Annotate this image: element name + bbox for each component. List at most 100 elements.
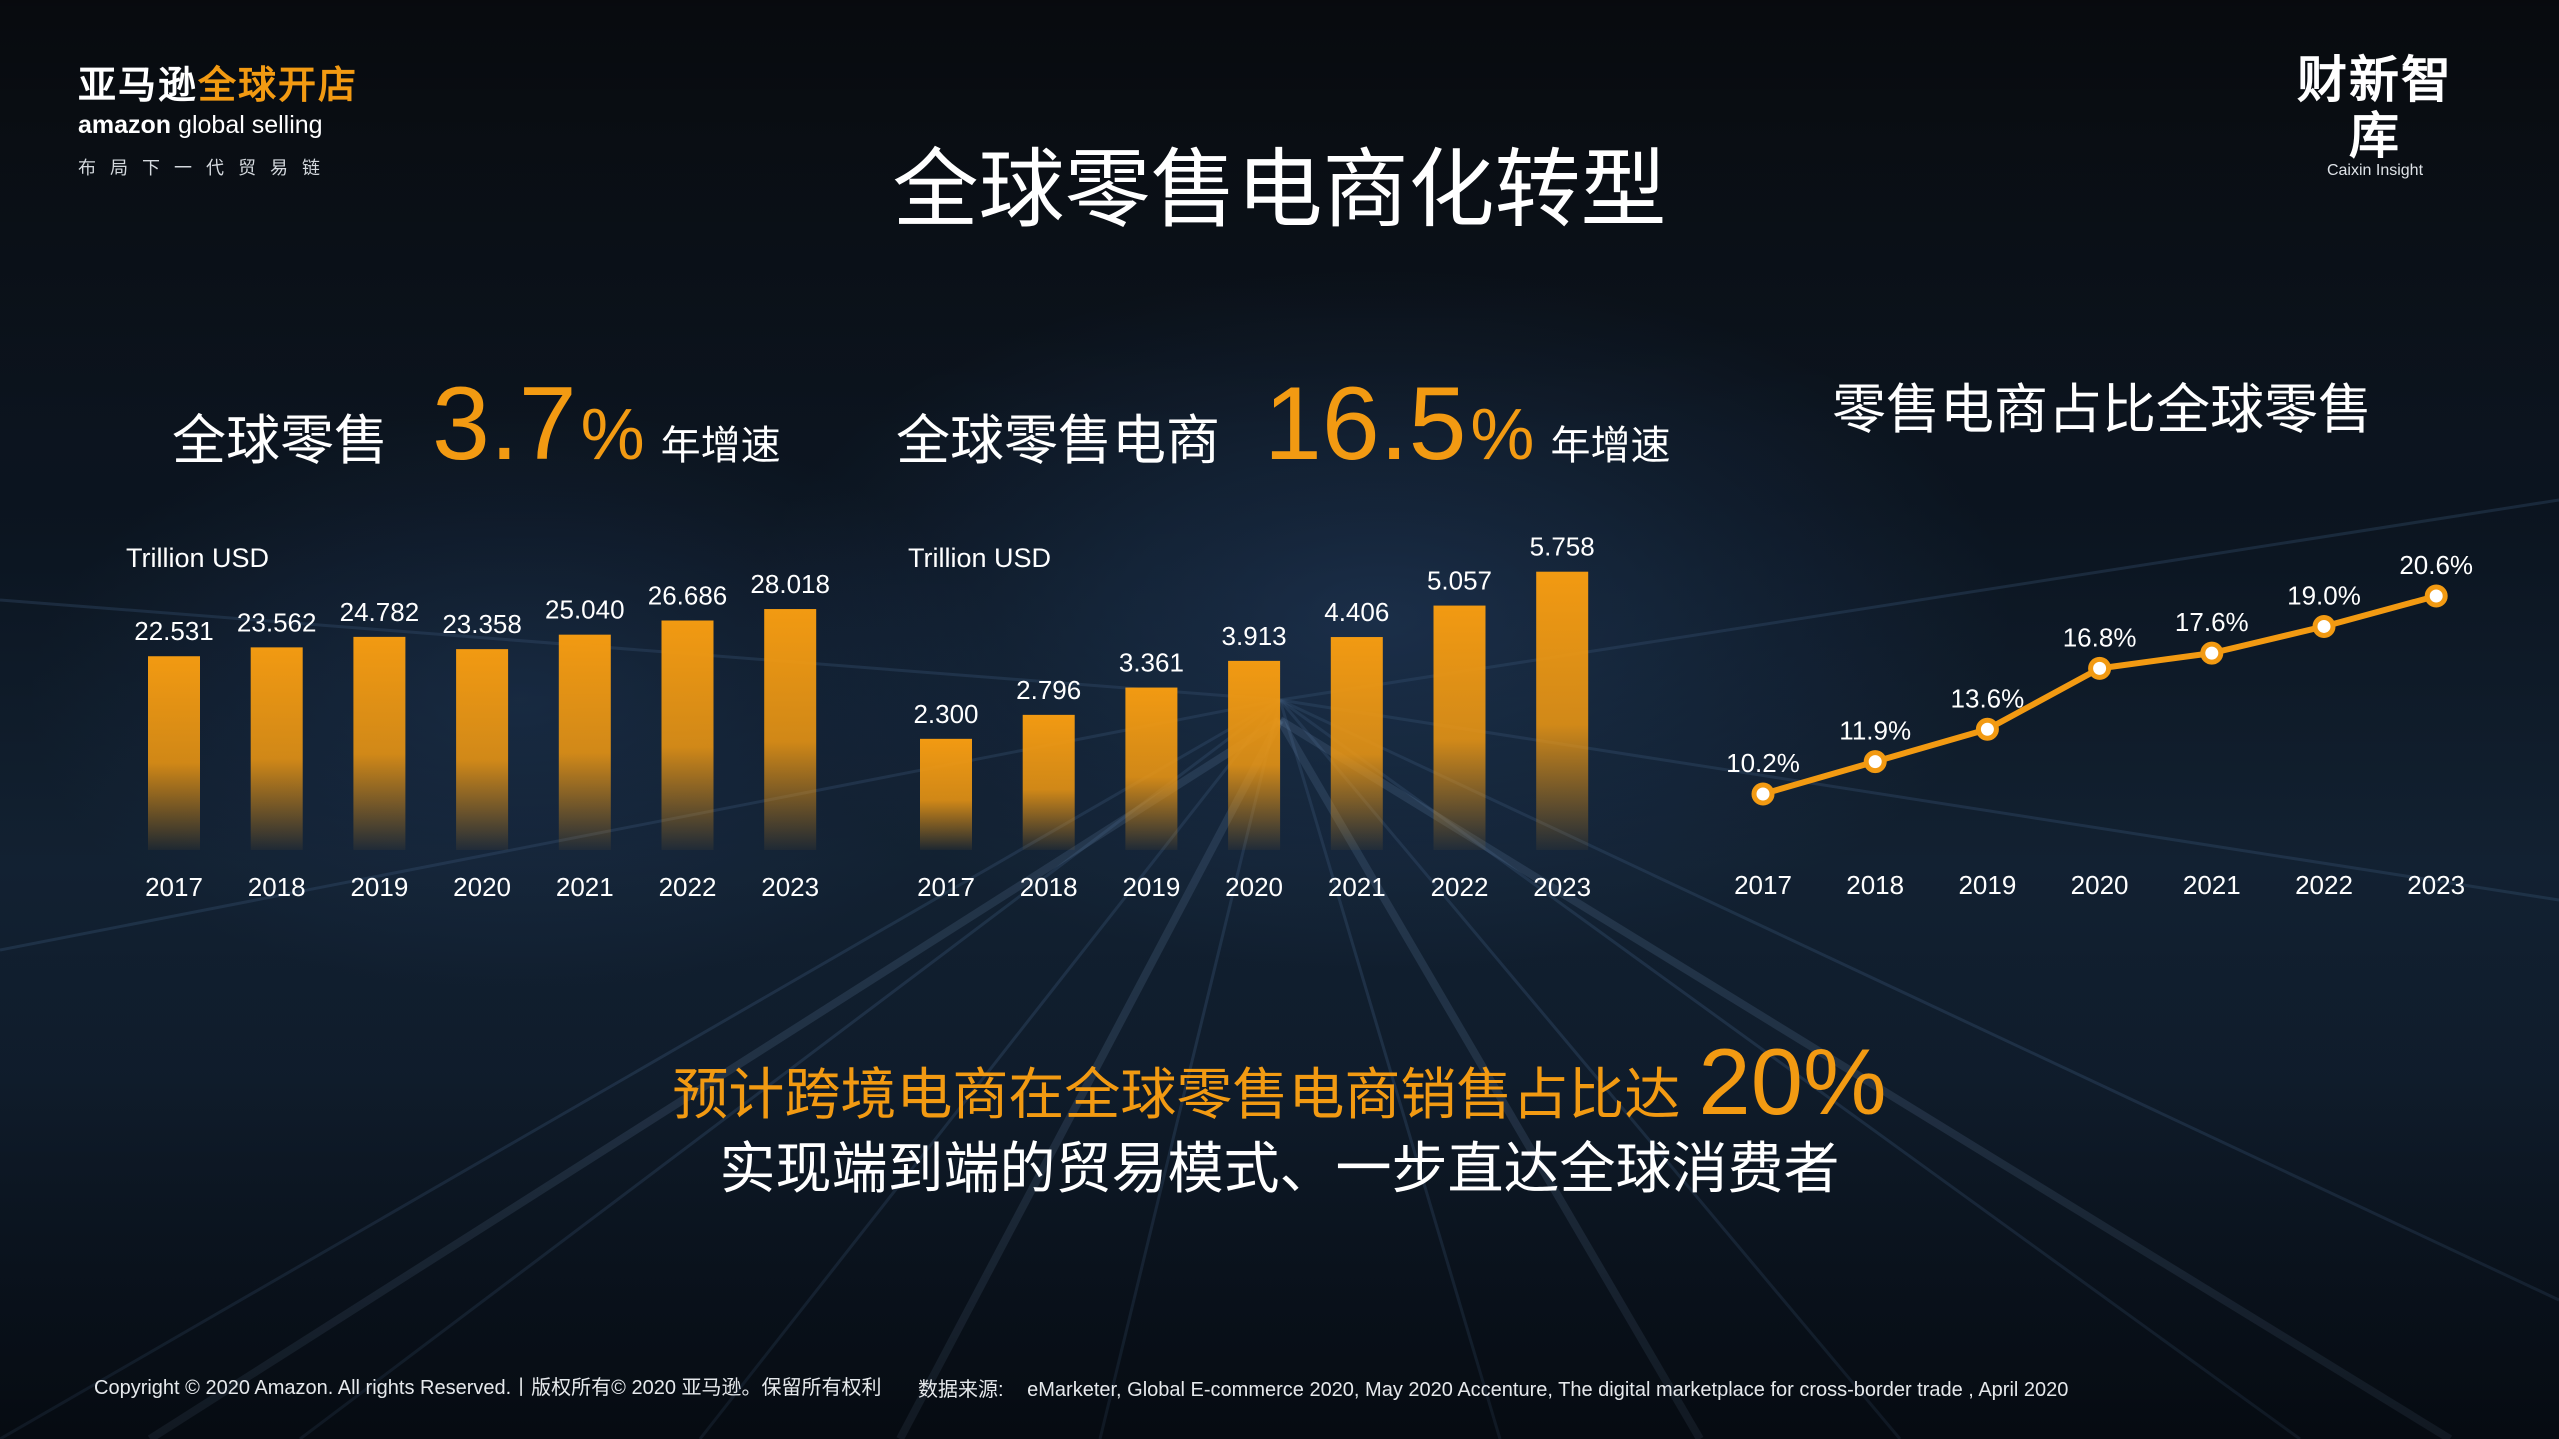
caixin-insight-logo: 财新智库 Caixin Insight bbox=[2275, 52, 2475, 180]
retail-bar bbox=[353, 636, 406, 850]
ecommerce-value-label: 3.361 bbox=[1119, 648, 1184, 678]
ecommerce-year-tick: 2019 bbox=[1122, 872, 1180, 902]
share-point bbox=[2088, 656, 2112, 680]
retail-bar bbox=[456, 649, 509, 850]
retail-headline: 全球零售 3.7 % 年增速 bbox=[172, 365, 781, 484]
ecommerce-year-tick: 2022 bbox=[1431, 872, 1489, 902]
share-point bbox=[1751, 782, 1775, 806]
share-point bbox=[1975, 717, 1999, 741]
share-value-label: 17.6% bbox=[2175, 607, 2249, 637]
share-year-tick: 2023 bbox=[2407, 870, 2465, 900]
ecommerce-bar bbox=[1228, 660, 1281, 850]
retail-bar bbox=[250, 647, 303, 850]
retail-value-label: 23.562 bbox=[237, 607, 317, 637]
retail-bar bbox=[661, 620, 714, 850]
share-point bbox=[1863, 750, 1887, 774]
ecommerce-year-tick: 2023 bbox=[1533, 872, 1591, 902]
share-year-tick: 2018 bbox=[1846, 870, 1904, 900]
data-source-text: eMarketer, Global E-commerce 2020, May 2… bbox=[1027, 1379, 2069, 1401]
retail-growth-percent-sign: % bbox=[580, 395, 645, 475]
share-value-label: 13.6% bbox=[1951, 683, 2025, 713]
share-year-tick: 2019 bbox=[1958, 870, 2016, 900]
retail-value-label: 26.686 bbox=[648, 581, 728, 611]
logo-slogan: 布局下一代贸易链 bbox=[78, 158, 334, 178]
ecommerce-year-tick: 2021 bbox=[1328, 872, 1386, 902]
data-source: 数据来源: eMarketer, Global E-commerce 2020,… bbox=[918, 1373, 2068, 1402]
ecommerce-value-label: 2.796 bbox=[1016, 675, 1081, 705]
retail-value-label: 22.531 bbox=[134, 616, 214, 646]
retail-value-label: 25.040 bbox=[545, 595, 625, 625]
logo-en-amazon: amazon bbox=[78, 111, 172, 139]
retail-year-tick: 2017 bbox=[145, 872, 203, 902]
share-year-tick: 2022 bbox=[2295, 870, 2353, 900]
ecommerce-bar bbox=[920, 738, 972, 850]
share-value-label: 10.2% bbox=[1726, 748, 1800, 778]
ecommerce-bar bbox=[1330, 637, 1383, 850]
caixin-logo-chinese: 财新智库 bbox=[2297, 52, 2453, 164]
logo-english: amazon global selling bbox=[78, 111, 358, 140]
ecommerce-headline: 全球零售电商 16.5 % 年增速 bbox=[896, 365, 1670, 484]
page-title: 全球零售电商化转型 bbox=[892, 142, 1667, 238]
ecommerce-bar bbox=[1433, 605, 1486, 850]
ecommerce-growth-percent-sign: % bbox=[1470, 395, 1535, 475]
retail-year-tick: 2018 bbox=[248, 872, 306, 902]
share-year-tick: 2020 bbox=[2071, 870, 2129, 900]
retail-growth-label: 年增速 bbox=[660, 424, 781, 468]
cross-border-forecast-value: 20% bbox=[1698, 1029, 1887, 1134]
ecommerce-growth-label: 年增速 bbox=[1550, 424, 1671, 468]
ecommerce-value-label: 2.300 bbox=[913, 699, 978, 729]
retail-bar bbox=[558, 634, 611, 850]
share-value-label: 20.6% bbox=[2399, 550, 2473, 580]
retail-year-tick: 2022 bbox=[659, 872, 717, 902]
logo-chinese: 亚马逊全球开店 bbox=[78, 54, 358, 109]
retail-growth-number: 3.7 bbox=[432, 366, 577, 482]
share-headline: 零售电商占比全球零售 bbox=[1832, 365, 2372, 444]
retail-value-label: 23.358 bbox=[442, 609, 522, 639]
retail-value-label: 24.782 bbox=[340, 597, 420, 627]
cross-border-forecast-text: 预计跨境电商在全球零售电商销售占比达 bbox=[672, 1063, 1681, 1126]
ecommerce-unit-label: Trillion USD bbox=[908, 543, 1052, 573]
ecommerce-value-label: 4.406 bbox=[1324, 597, 1389, 627]
ecommerce-headline-label: 全球零售电商 bbox=[896, 411, 1220, 471]
retail-year-tick: 2019 bbox=[350, 872, 408, 902]
share-year-tick: 2021 bbox=[2183, 870, 2241, 900]
share-point bbox=[2200, 641, 2224, 665]
retail-headline-label: 全球零售 bbox=[172, 411, 388, 471]
share-point bbox=[2312, 614, 2336, 638]
ecommerce-value-label: 5.758 bbox=[1530, 532, 1595, 562]
data-source-label: 数据来源: bbox=[918, 1379, 1004, 1401]
end-to-end-statement: 实现端到端的贸易模式、一步直达全球消费者 bbox=[719, 1137, 1840, 1200]
retail-year-tick: 2020 bbox=[453, 872, 511, 902]
logo-cn-global-selling: 全球开店 bbox=[198, 65, 359, 107]
share-value-label: 11.9% bbox=[1839, 716, 1911, 746]
ecommerce-bar bbox=[1536, 571, 1589, 850]
share-year-tick: 2017 bbox=[1734, 870, 1792, 900]
logo-en-global-selling: global selling bbox=[178, 111, 323, 139]
retail-year-tick: 2023 bbox=[761, 872, 819, 902]
cross-border-forecast: 预计跨境电商在全球零售电商销售占比达 20% bbox=[0, 1028, 2559, 1136]
retail-value-label: 28.018 bbox=[750, 569, 830, 599]
ecommerce-year-tick: 2020 bbox=[1225, 872, 1283, 902]
logo-cn-amazon: 亚马逊 bbox=[78, 65, 199, 107]
share-value-label: 19.0% bbox=[2287, 580, 2361, 610]
ecommerce-bar bbox=[1022, 714, 1075, 850]
caixin-logo-english: Caixin Insight bbox=[2326, 162, 2424, 179]
ecommerce-value-label: 3.913 bbox=[1222, 621, 1287, 651]
share-headline-label: 零售电商占比全球零售 bbox=[1832, 380, 2372, 440]
retail-bar bbox=[764, 609, 817, 850]
share-value-label: 16.8% bbox=[2063, 622, 2137, 652]
ecommerce-bar bbox=[1125, 687, 1178, 850]
amazon-global-selling-logo: 亚马逊全球开店 amazon global selling 布局下一代贸易链 bbox=[78, 54, 358, 180]
ecommerce-growth-number: 16.5 bbox=[1264, 366, 1467, 482]
ecommerce-year-tick: 2017 bbox=[917, 872, 975, 902]
ecommerce-value-label: 5.057 bbox=[1427, 566, 1492, 596]
retail-year-tick: 2021 bbox=[556, 872, 614, 902]
retail-unit-label: Trillion USD bbox=[126, 543, 270, 573]
share-point bbox=[2424, 584, 2448, 608]
retail-bar bbox=[148, 656, 200, 850]
copyright-text: Copyright © 2020 Amazon. All rights Rese… bbox=[94, 1377, 882, 1399]
ecommerce-year-tick: 2018 bbox=[1020, 872, 1078, 902]
